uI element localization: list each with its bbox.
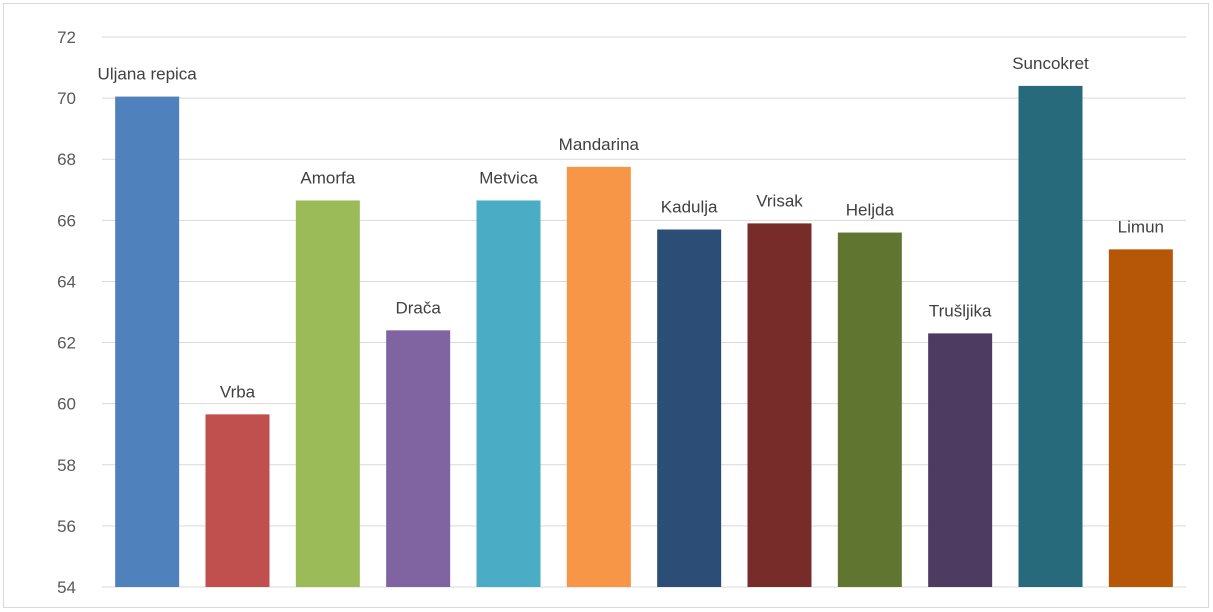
bar-label: Vrisak (756, 191, 803, 210)
y-tick-label: 56 (57, 517, 76, 536)
bar-label: Drača (395, 298, 441, 317)
y-tick-label: 54 (57, 578, 76, 597)
bar-8 (837, 232, 902, 588)
gridlines (102, 36, 1186, 588)
y-tick-label: 66 (57, 211, 76, 230)
bars (115, 85, 1173, 588)
bar-label: Kadulja (661, 198, 718, 217)
bar-3 (386, 330, 451, 587)
bar-5 (566, 166, 631, 587)
bar-4 (476, 200, 541, 587)
y-tick-label: 70 (57, 89, 76, 108)
bar-6 (657, 229, 722, 587)
bar-7 (747, 223, 812, 587)
bar-label: Vrba (220, 382, 256, 401)
bar-10 (1018, 85, 1083, 587)
y-tick-label: 62 (57, 334, 76, 353)
bar-label: Amorfa (300, 168, 355, 187)
y-tick-label: 64 (57, 272, 76, 291)
y-tick-label: 60 (57, 395, 76, 414)
bar-label: Metvica (479, 168, 538, 187)
bar-label: Uljana repica (98, 65, 198, 84)
bar-2 (295, 200, 360, 587)
bar-label: Limun (1118, 217, 1164, 236)
bar-11 (1108, 249, 1173, 587)
bar-9 (928, 333, 993, 587)
bar-label: Heljda (846, 201, 895, 220)
bar-label: Trušljika (929, 301, 992, 320)
y-tick-label: 68 (57, 150, 76, 169)
bar-1 (205, 414, 270, 587)
y-tick-label: 72 (57, 28, 76, 47)
bar-label: Suncokret (1012, 54, 1089, 73)
bar-0 (115, 96, 180, 587)
y-tick-label: 58 (57, 456, 76, 475)
bar-label: Mandarina (559, 135, 640, 154)
y-axis-tick-labels: 54 56 58 60 62 64 66 68 70 72 (57, 28, 76, 597)
data-labels: Uljana repica Vrba Amorfa Drača Metvica Manda… (98, 54, 1164, 401)
